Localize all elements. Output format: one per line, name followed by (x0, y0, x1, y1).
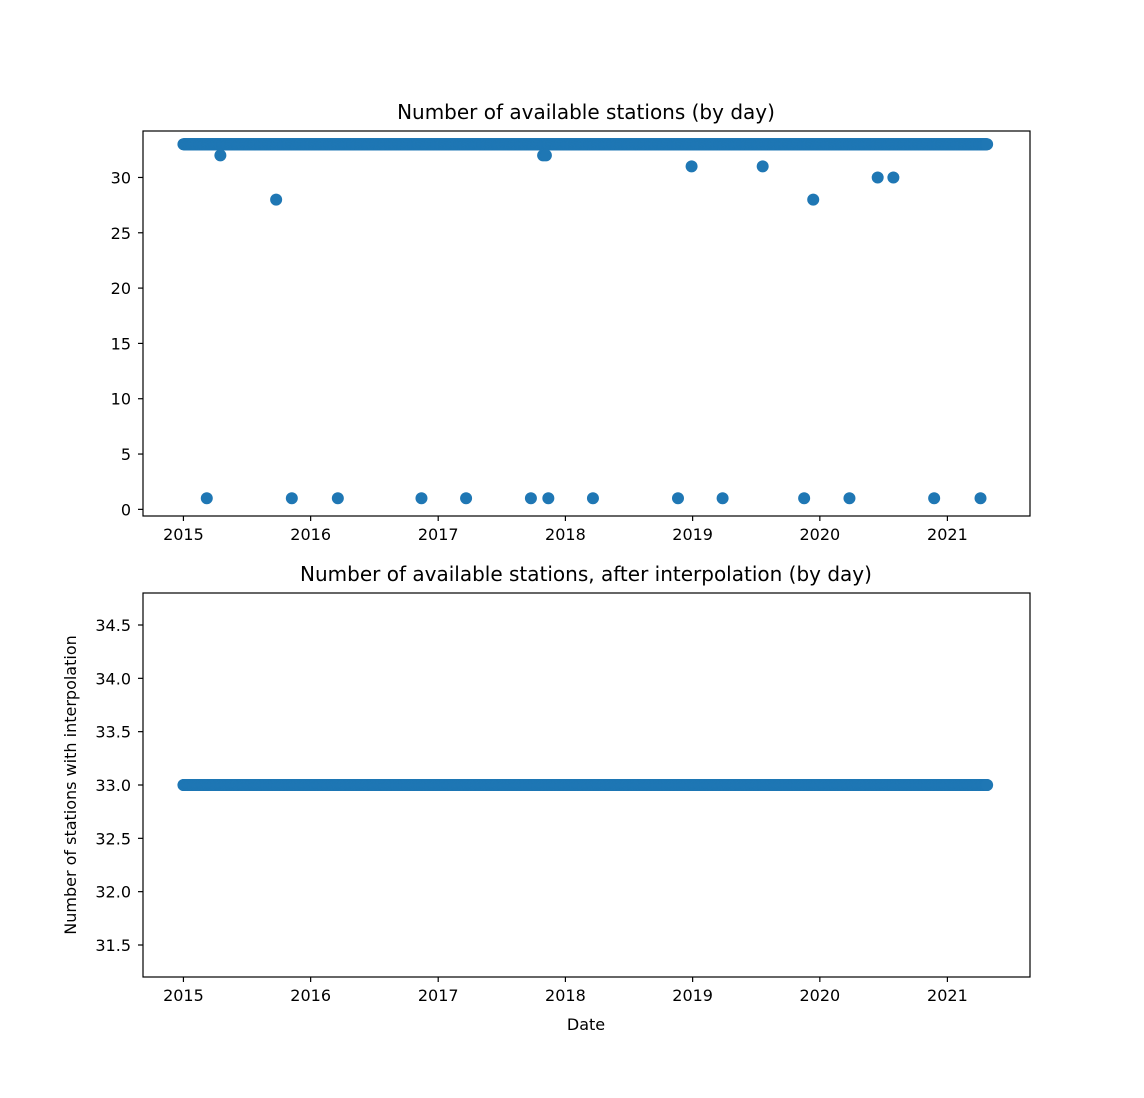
data-point (539, 149, 552, 162)
x-tick-label: 2018 (545, 525, 586, 544)
x-tick-label: 2015 (163, 986, 204, 1005)
x-tick-label: 2020 (799, 986, 840, 1005)
y-tick-label: 5 (121, 445, 131, 464)
x-tick-label: 2018 (545, 986, 586, 1005)
data-point (843, 492, 856, 505)
y-tick-label: 20 (111, 279, 131, 298)
x-tick-label: 2021 (927, 525, 968, 544)
data-point (542, 492, 555, 505)
data-point (671, 492, 684, 505)
x-tick-label: 2017 (418, 525, 459, 544)
data-point (974, 492, 987, 505)
data-point (415, 492, 428, 505)
y-tick-label: 10 (111, 390, 131, 409)
data-point (331, 492, 344, 505)
data-point (270, 193, 283, 206)
x-tick-label: 2020 (799, 525, 840, 544)
data-point (586, 492, 599, 505)
y-axis-label: Number of stations with interpolation (61, 635, 80, 935)
axes: 2015 2016 2017 2018 2019 2020 2021 0 5 10 15 20 25 30 (111, 168, 968, 544)
x-tick-label: 2015 (163, 525, 204, 544)
plot-frame (142, 130, 1031, 517)
x-tick-label: 2019 (672, 525, 713, 544)
chart-title: Number of available stations (by day) (397, 100, 775, 124)
data-point (871, 171, 884, 184)
data-point (685, 160, 698, 173)
data-point (524, 492, 537, 505)
y-tick-label: 15 (111, 334, 131, 353)
x-tick-label: 2017 (418, 986, 459, 1005)
data-point (460, 492, 473, 505)
y-tick-label: 34.5 (95, 616, 131, 635)
data-point (807, 193, 820, 206)
x-axis-label: Date (567, 1015, 605, 1034)
chart-title: Number of available stations, after inte… (300, 562, 872, 586)
data-point (981, 138, 994, 151)
y-tick-label: 34.0 (95, 669, 131, 688)
data-point (200, 492, 213, 505)
chart-stations-interpolated: Number of available stations, after inte… (61, 562, 1031, 1034)
data-points (177, 138, 994, 505)
chart-available-stations: Number of available stations (by day) 20… (111, 100, 1031, 544)
x-tick-label: 2021 (927, 986, 968, 1005)
y-tick-label: 33.5 (95, 723, 131, 742)
y-tick-label: 32.5 (95, 829, 131, 848)
data-point (981, 779, 994, 791)
data-point (716, 492, 729, 505)
data-point (887, 171, 900, 184)
x-tick-label: 2016 (290, 986, 331, 1005)
y-tick-label: 30 (111, 168, 131, 187)
x-tick-label: 2019 (672, 986, 713, 1005)
y-tick-label: 32.0 (95, 883, 131, 902)
y-tick-label: 0 (121, 500, 131, 519)
axes: 2015 2016 2017 2018 2019 2020 2021 31.5 32.0 32.5… (95, 616, 967, 1005)
data-point (285, 492, 298, 505)
data-point (214, 149, 227, 162)
data-point (928, 492, 941, 505)
data-point (756, 160, 769, 173)
x-tick-label: 2016 (290, 525, 331, 544)
data-points (177, 779, 994, 791)
y-tick-label: 33.0 (95, 776, 131, 795)
y-tick-label: 25 (111, 224, 131, 243)
data-point (798, 492, 811, 505)
plot-frame (142, 592, 1031, 978)
y-tick-label: 31.5 (95, 936, 131, 955)
